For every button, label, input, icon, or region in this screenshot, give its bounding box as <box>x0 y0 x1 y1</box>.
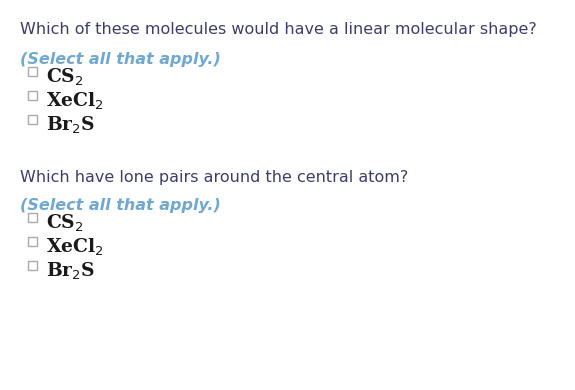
Text: Br$_2$S: Br$_2$S <box>46 261 95 282</box>
Text: (Select all that apply.): (Select all that apply.) <box>20 52 221 67</box>
FancyBboxPatch shape <box>28 237 37 246</box>
Text: (Select all that apply.): (Select all that apply.) <box>20 198 221 213</box>
FancyBboxPatch shape <box>28 213 37 222</box>
Text: Which have lone pairs around the central atom?: Which have lone pairs around the central… <box>20 170 408 185</box>
Text: Which of these molecules would have a linear molecular shape?: Which of these molecules would have a li… <box>20 22 536 37</box>
Text: XeCl$_2$: XeCl$_2$ <box>46 91 104 112</box>
Text: Br$_2$S: Br$_2$S <box>46 115 95 136</box>
Text: CS$_2$: CS$_2$ <box>46 67 84 88</box>
FancyBboxPatch shape <box>28 115 37 124</box>
Text: CS$_2$: CS$_2$ <box>46 213 84 234</box>
Text: XeCl$_2$: XeCl$_2$ <box>46 237 104 258</box>
FancyBboxPatch shape <box>28 91 37 100</box>
FancyBboxPatch shape <box>28 67 37 76</box>
FancyBboxPatch shape <box>28 261 37 270</box>
